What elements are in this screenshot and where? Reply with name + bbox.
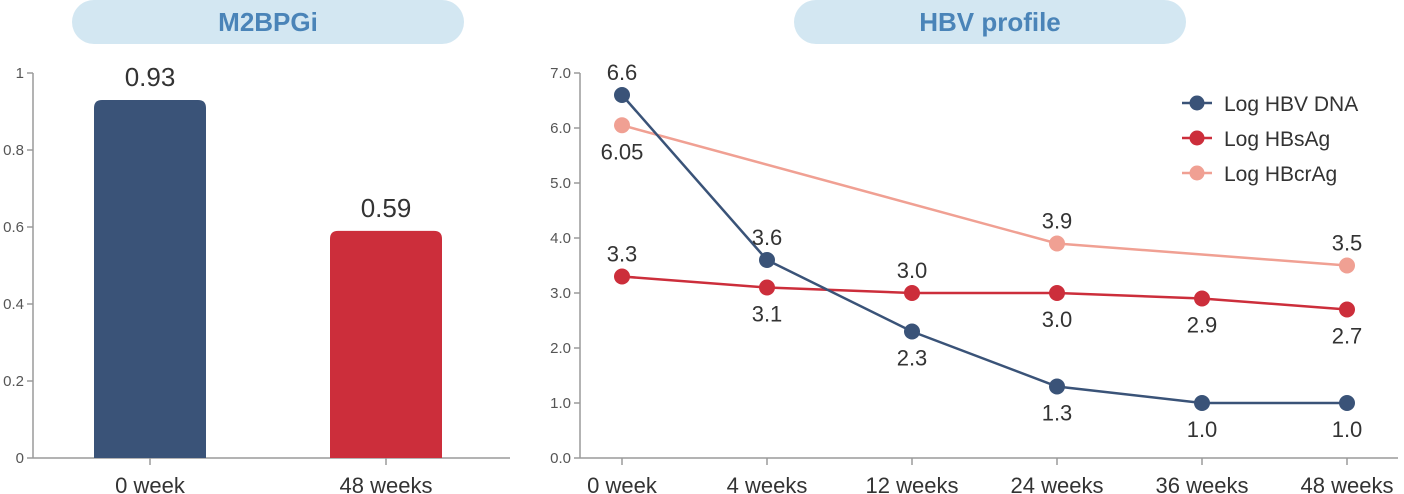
- series-1-point: [1339, 395, 1355, 411]
- series-2-point: [1049, 285, 1065, 301]
- line-y-tick-label: 7.0: [550, 65, 571, 82]
- series-2-point: [759, 279, 775, 296]
- bar-y-tick-label: 1: [16, 65, 24, 82]
- line-x-tick-label: 24 weeks: [1011, 473, 1104, 494]
- series-1-point: [1194, 395, 1210, 411]
- series-1-data-label: 6.6: [607, 60, 638, 85]
- hbv-profile-line-chart: 0.0 1.0 2.0 3.0 4.0 5.0 6.0 7.0 0 week 4 weeks 12 …: [550, 60, 1398, 494]
- series-3-point: [614, 117, 630, 134]
- series-3-data-label: 3.9: [1042, 209, 1073, 234]
- bar-y-tick-label: 0.8: [3, 142, 24, 159]
- bar-y-tick-label: 0: [16, 450, 24, 467]
- line-x-tick-label: 36 weeks: [1156, 473, 1249, 494]
- line-y-tick-label: 5.0: [550, 175, 571, 192]
- series-2-data-label: 2.9: [1187, 313, 1218, 338]
- line-y-tick-label: 6.0: [550, 120, 571, 137]
- series-2-data-label: 3.0: [1042, 307, 1073, 332]
- series-2-data-label: 2.7: [1332, 324, 1363, 349]
- series-3-data-label: 6.05: [601, 139, 644, 164]
- series-1-data-label: 3.6: [752, 225, 783, 250]
- line-y-tick-label: 2.0: [550, 340, 571, 357]
- series-1-point: [904, 323, 920, 340]
- line-x-tick-label: 4 weeks: [727, 473, 808, 494]
- bar-1: [94, 99, 206, 458]
- legend-marker: [1189, 165, 1205, 181]
- line-x-tick-label: 12 weeks: [866, 473, 959, 494]
- bar-data-label: 0.93: [125, 62, 176, 92]
- legend-label: Log HBsAg: [1224, 128, 1330, 151]
- legend-marker: [1189, 130, 1205, 146]
- m2bpgi-bar-chart: 0 0.2 0.4 0.6 0.8 1 0.93 0 week 0.59 48 weeks: [3, 62, 510, 494]
- bar-x-tick-label: 48 weeks: [340, 473, 433, 494]
- legend-marker: [1189, 95, 1205, 111]
- series-line-1: [621, 94, 1347, 405]
- hbv-profile-panel-title: HBV profile: [794, 0, 1186, 44]
- line-y-tick-label: 4.0: [550, 230, 571, 247]
- bar-x-tick-label: 0 week: [115, 473, 186, 494]
- bar-2: [330, 230, 442, 458]
- legend-label: Log HBV DNA: [1224, 93, 1358, 116]
- series-3-data-label: 3.5: [1332, 231, 1363, 256]
- series-2-point: [1339, 301, 1355, 318]
- series-2-data-label: 3.1: [752, 302, 783, 327]
- series-line-2: [621, 275, 1348, 311]
- series-2-point: [904, 285, 920, 301]
- series-2-data-label: 3.0: [897, 258, 928, 283]
- bar-y-tick-label: 0.6: [3, 219, 24, 236]
- series-1-point: [1049, 378, 1065, 395]
- series-1-point: [759, 252, 775, 268]
- series-1-data-label: 1.0: [1332, 417, 1363, 442]
- series-1-point: [614, 87, 630, 103]
- series-1-data-label: 2.3: [897, 346, 928, 371]
- bar-y-tick-label: 0.4: [3, 296, 24, 313]
- m2bpgi-panel-title: M2BPGi: [72, 0, 464, 44]
- series-2-data-label: 3.3: [607, 242, 638, 267]
- series-1-data-label: 1.0: [1187, 417, 1218, 442]
- bar-y-tick-label: 0.2: [3, 373, 24, 390]
- legend-label: Log HBcrAg: [1224, 163, 1337, 186]
- line-y-tick-label: 0.0: [550, 450, 571, 467]
- series-2-point: [1194, 290, 1210, 307]
- series-3-point: [1049, 235, 1065, 252]
- series-2-point: [614, 268, 630, 285]
- line-x-tick-label: 48 weeks: [1301, 473, 1394, 494]
- line-y-tick-label: 3.0: [550, 285, 571, 302]
- bar-data-label: 0.59: [361, 193, 412, 223]
- line-x-tick-label: 0 week: [587, 473, 658, 494]
- line-y-tick-label: 1.0: [550, 395, 571, 412]
- series-3-point: [1339, 257, 1355, 274]
- series-1-data-label: 1.3: [1042, 401, 1073, 426]
